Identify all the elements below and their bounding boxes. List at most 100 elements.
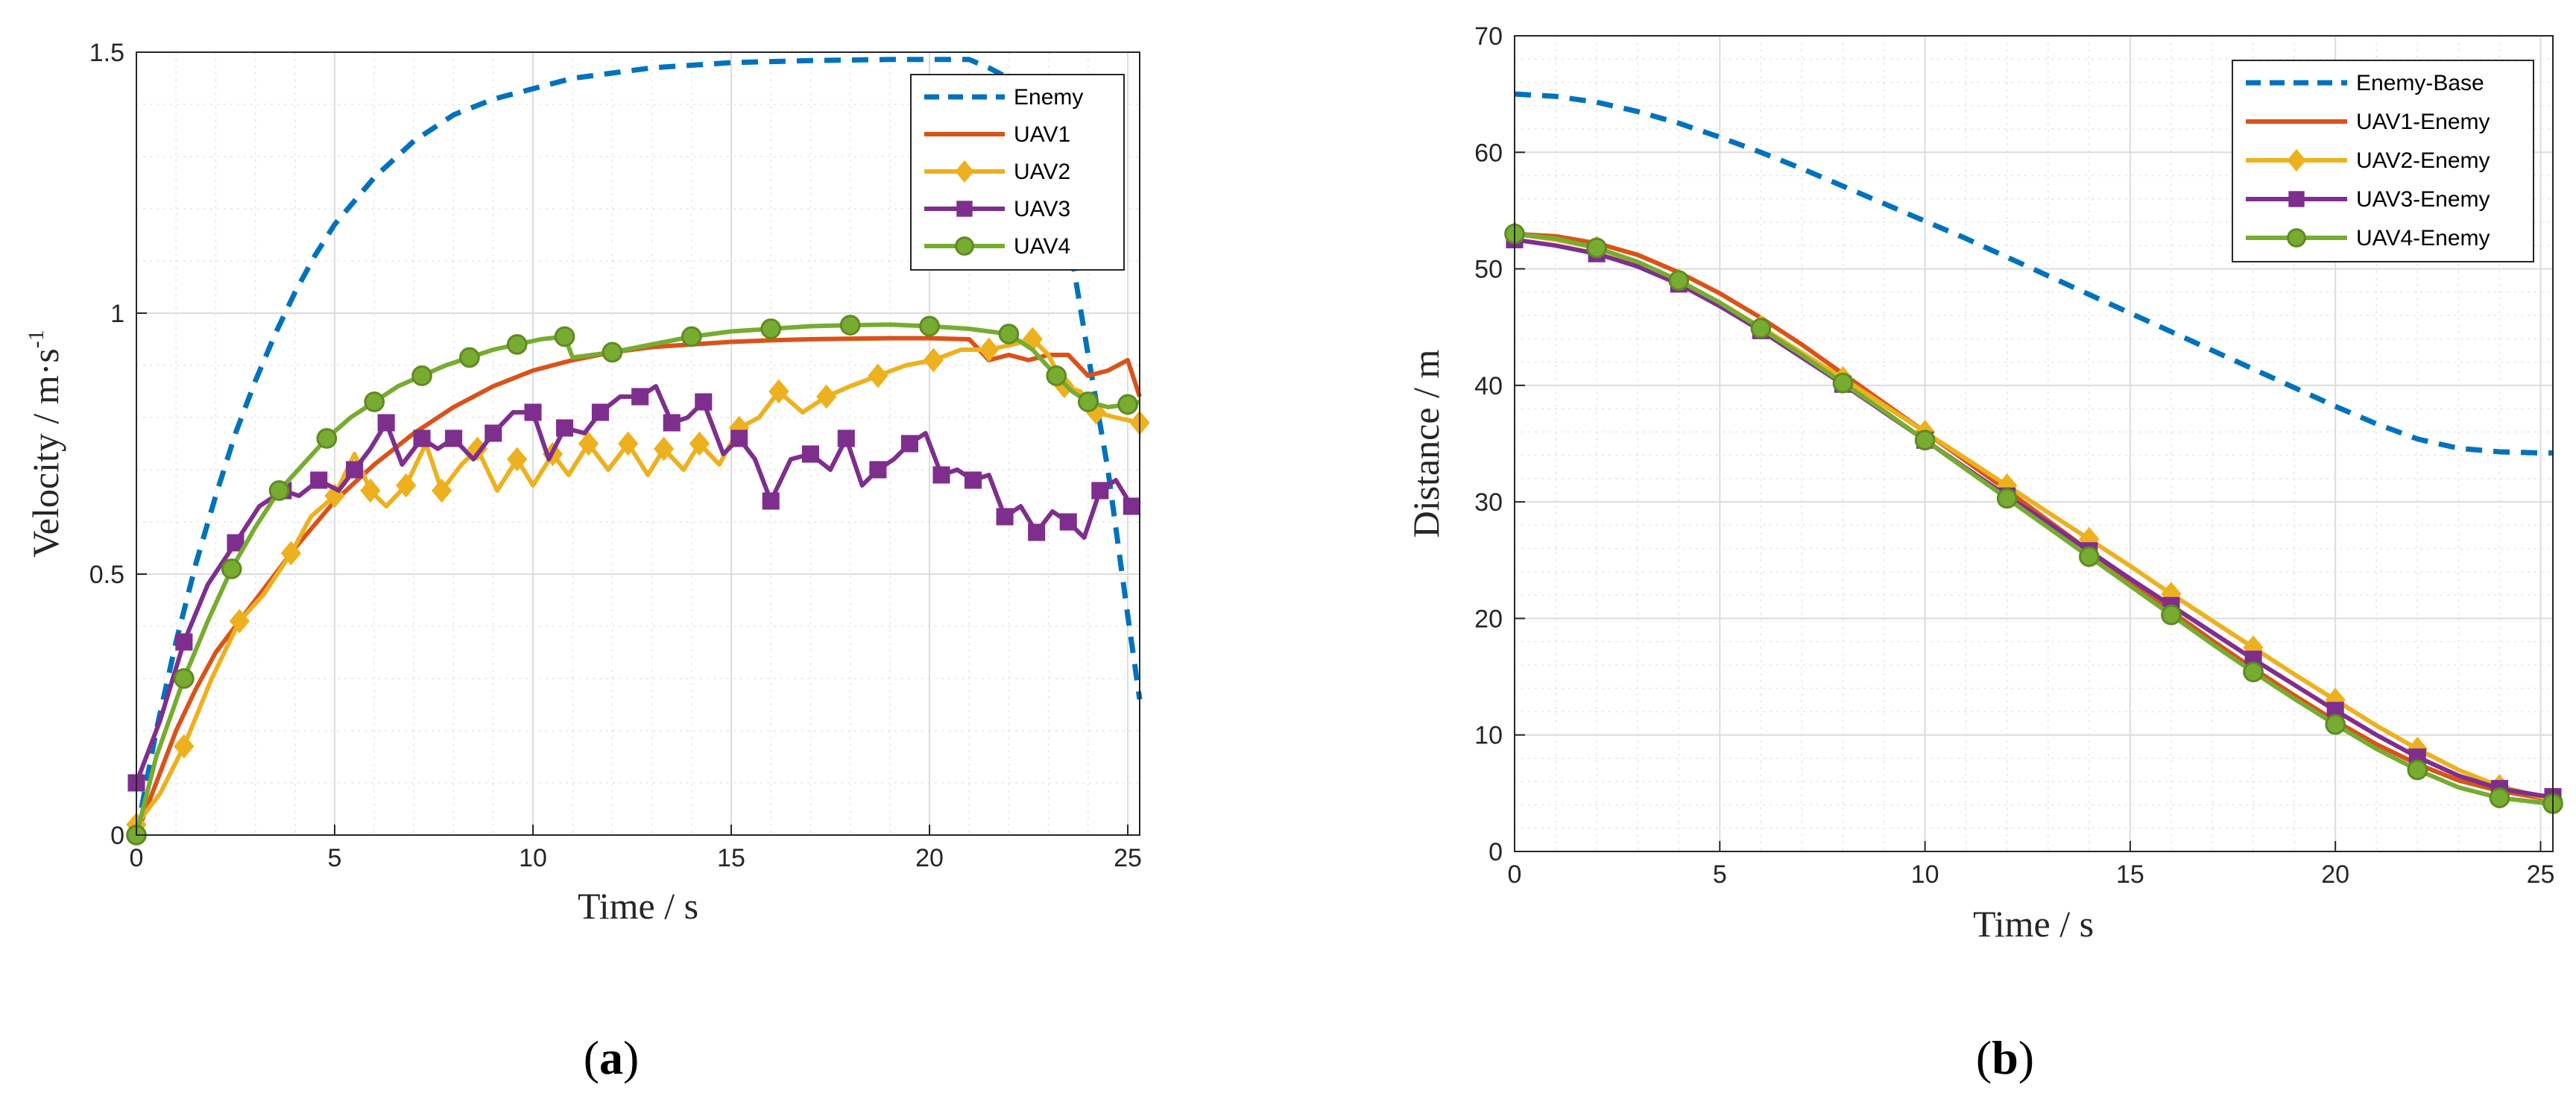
pa-point-uav4-4 — [221, 558, 242, 579]
pb-point-uav4-enemy-22 — [2407, 759, 2428, 781]
pa-point-uav2-36 — [868, 363, 888, 388]
panel-a-y-axis-label-superscript: -1 — [24, 330, 48, 348]
pa-point-uav3-54 — [1091, 482, 1109, 500]
panel-b-y-axis-label: Distance / m — [1405, 350, 1447, 538]
pb-legend-marker-uav3-enemy — [2288, 191, 2305, 207]
pa-point-uav3-26 — [631, 388, 649, 406]
pa-legend-label-uav3: UAV3 — [1014, 197, 1070, 221]
pa-point-uav2-24 — [618, 431, 639, 456]
pa-point-uav4-24 — [760, 318, 782, 339]
pa-point-uav3-32 — [730, 429, 748, 447]
pa-point-uav4-6 — [268, 480, 290, 501]
pb-legend-label-uav4-enemy: UAV4-Enemy — [2356, 226, 2490, 251]
pb-x-tick-label-5: 5 — [1713, 860, 1727, 889]
pa-series-markers-uav2 — [126, 327, 1150, 837]
panel-b-caption-letter: b — [1992, 1031, 2018, 1084]
pa-series-line-enemy — [133, 57, 1143, 836]
pb-point-uav4-enemy-8 — [1832, 372, 1854, 394]
pa-legend-marker-uav4 — [955, 236, 974, 256]
pa-point-uav2-12 — [396, 473, 417, 498]
panel-b-ticks: 0 5 10 15 20 25 0 10 20 30 40 50 60 70 — [1474, 22, 2554, 889]
pa-point-uav4-34 — [1077, 391, 1099, 412]
panel-b-caption: (b) — [1976, 1031, 2034, 1084]
pa-point-uav2-26 — [653, 436, 675, 462]
pa-point-uav3-20 — [524, 403, 542, 421]
pb-point-uav4-enemy-20 — [2325, 714, 2346, 735]
pa-point-uav3-10 — [346, 461, 364, 479]
pb-y-tick-label-50: 50 — [1474, 256, 1503, 284]
pb-x-tick-label-20: 20 — [2321, 860, 2349, 889]
pb-series-markers-uav4-enemy — [1504, 223, 2563, 814]
pa-legend-label-enemy: Enemy — [1014, 85, 1083, 110]
pa-point-uav4-28 — [919, 315, 940, 337]
pa-point-uav2-6 — [280, 541, 302, 566]
panel-b-caption-open: ( — [1976, 1031, 1992, 1084]
pa-x-tick-label-5: 5 — [328, 844, 342, 872]
pb-legend-label-uav3-enemy: UAV3-Enemy — [2356, 187, 2490, 212]
pa-point-uav3-4 — [227, 534, 244, 552]
pa-point-uav2-18 — [507, 447, 528, 472]
pa-series-markers-uav4 — [126, 315, 1138, 845]
pa-point-uav3-36 — [801, 445, 819, 463]
pa-point-uav3-18 — [484, 424, 502, 442]
panel-b-series — [1504, 91, 2563, 814]
pb-y-tick-label-0: 0 — [1489, 838, 1503, 866]
panel-a-ticks: 0 5 10 15 20 25 0 0.5 1 1.5 — [89, 39, 1142, 872]
pb-point-uav4-enemy-10 — [1914, 429, 1936, 451]
panel-b-legend: Enemy-Base UAV1-Enemy UAV2-Enemy UAV3-Enemy… — [2232, 60, 2534, 262]
pb-series-line-uav4-enemy — [1514, 231, 2554, 806]
pa-series-markers-uav3 — [127, 388, 1140, 792]
pa-point-uav2-14 — [432, 478, 452, 503]
pa-point-uav3-30 — [695, 393, 713, 411]
pa-x-tick-label-0: 0 — [130, 844, 144, 872]
pa-point-uav4-16 — [506, 334, 528, 355]
pb-series-line-uav3-enemy — [1514, 237, 2554, 799]
pb-legend-marker-uav4-enemy — [2287, 228, 2306, 248]
pb-point-uav4-enemy-24 — [2489, 787, 2510, 808]
pb-point-uav4-enemy-16 — [2161, 604, 2182, 626]
pa-y-tick-label-0: 0 — [110, 822, 124, 850]
pa-x-tick-label-25: 25 — [1114, 844, 1142, 872]
pa-y-tick-label-0.5: 0.5 — [89, 561, 124, 589]
pa-point-uav4-12 — [411, 365, 432, 386]
panel-b-caption-close: ) — [2018, 1031, 2034, 1084]
pa-point-uav3-8 — [310, 471, 328, 489]
pa-y-tick-label-1.5: 1.5 — [89, 39, 124, 67]
pb-x-tick-label-10: 10 — [1911, 860, 1939, 889]
pb-y-tick-label-10: 10 — [1474, 722, 1503, 750]
pa-legend-marker-uav3 — [956, 201, 973, 217]
pa-point-uav3-38 — [837, 429, 855, 447]
pb-y-tick-label-60: 60 — [1474, 139, 1503, 167]
pb-x-tick-label-15: 15 — [2116, 860, 2144, 889]
pb-x-tick-label-25: 25 — [2527, 860, 2555, 889]
pa-point-uav4-8 — [316, 428, 338, 449]
pa-point-uav2-34 — [816, 384, 837, 409]
pb-y-tick-label-30: 30 — [1474, 488, 1503, 517]
pa-point-uav4-30 — [998, 324, 1020, 344]
pa-point-uav4-20 — [602, 341, 623, 363]
pb-point-uav4-enemy-12 — [1996, 488, 2018, 509]
pa-point-uav3-28 — [663, 414, 681, 432]
panel-a-legend: Enemy UAV1 UAV2 UAV3 UAV4 — [910, 74, 1125, 271]
pa-point-uav3-14 — [413, 429, 431, 447]
pa-legend-label-uav2: UAV2 — [1014, 160, 1070, 184]
panel-a-y-axis-label-main: Velocity / m·s — [25, 348, 66, 558]
pa-point-uav2-28 — [689, 431, 710, 456]
pa-point-uav2-2 — [174, 734, 195, 759]
pa-point-uav3-22 — [556, 419, 574, 437]
pa-x-tick-label-15: 15 — [717, 844, 745, 872]
pa-point-uav2-38 — [923, 347, 944, 373]
panel-b-x-axis-label: Time / s — [1973, 903, 2094, 945]
pa-point-uav3-50 — [1028, 523, 1046, 541]
pb-x-tick-label-0: 0 — [1508, 860, 1522, 889]
pa-point-uav3-16 — [445, 429, 463, 447]
pa-point-uav2-10 — [360, 478, 381, 503]
pa-point-uav2-32 — [768, 379, 789, 404]
pb-point-uav4-enemy-18 — [2243, 661, 2264, 683]
panel-b-axes-box — [1514, 35, 2554, 852]
pb-point-uav4-enemy-2 — [1586, 237, 1607, 259]
pa-point-uav3-52 — [1059, 513, 1077, 531]
pb-point-uav4-enemy-4 — [1668, 270, 1690, 292]
pb-legend-label-enemy-base: Enemy-Base — [2356, 71, 2484, 95]
pa-legend-label-uav1: UAV1 — [1014, 122, 1070, 147]
